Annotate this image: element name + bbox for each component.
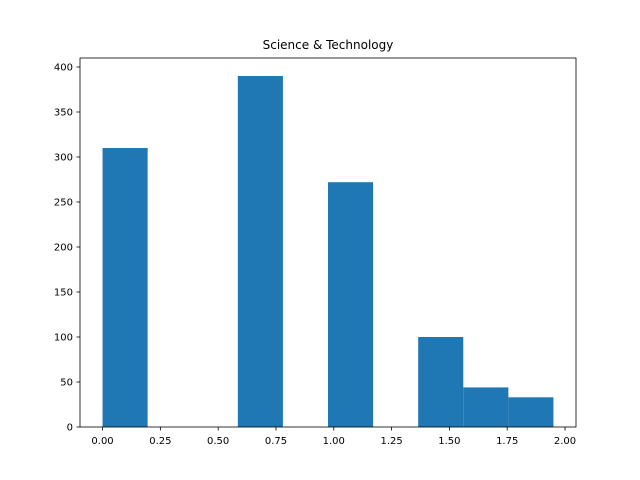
x-tick-label-2: 0.50	[207, 436, 229, 447]
x-tick-label-6: 1.50	[438, 436, 460, 447]
x-tick-label-1: 0.25	[149, 436, 171, 447]
histogram-bar-8	[463, 387, 509, 427]
x-tick-label-8: 2.00	[554, 436, 576, 447]
y-tick-label-3: 150	[54, 288, 73, 299]
y-tick-label-5: 250	[54, 198, 73, 209]
x-tick-label-5: 1.25	[380, 436, 402, 447]
y-tick-label-6: 300	[54, 153, 73, 164]
bars-group	[102, 76, 554, 427]
histogram-bar-3	[237, 76, 283, 427]
histogram-bar-5	[328, 182, 374, 427]
chart-title: Science & Technology	[263, 38, 394, 52]
y-tick-label-2: 100	[54, 333, 73, 344]
histogram-bar-9	[508, 397, 554, 427]
axes-group: 0.00 0.25 0.50 0.75 1.00 1.25 1.50 1.75 2.00 0 50 1…	[54, 63, 576, 448]
plot-frame	[79, 57, 577, 428]
y-tick-label-0: 0	[67, 423, 73, 434]
y-tick-label-4: 200	[54, 243, 73, 254]
y-tick-label-1: 50	[60, 378, 73, 389]
x-tick-label-3: 0.75	[265, 436, 287, 447]
x-tick-label-4: 1.00	[323, 436, 345, 447]
histogram-bar-0	[102, 148, 148, 427]
y-tick-label-8: 400	[54, 63, 73, 74]
x-tick-label-0: 0.00	[91, 436, 113, 447]
y-tick-label-7: 350	[54, 108, 73, 119]
histogram-bar-7	[418, 337, 464, 427]
x-tick-label-7: 1.75	[496, 436, 518, 447]
